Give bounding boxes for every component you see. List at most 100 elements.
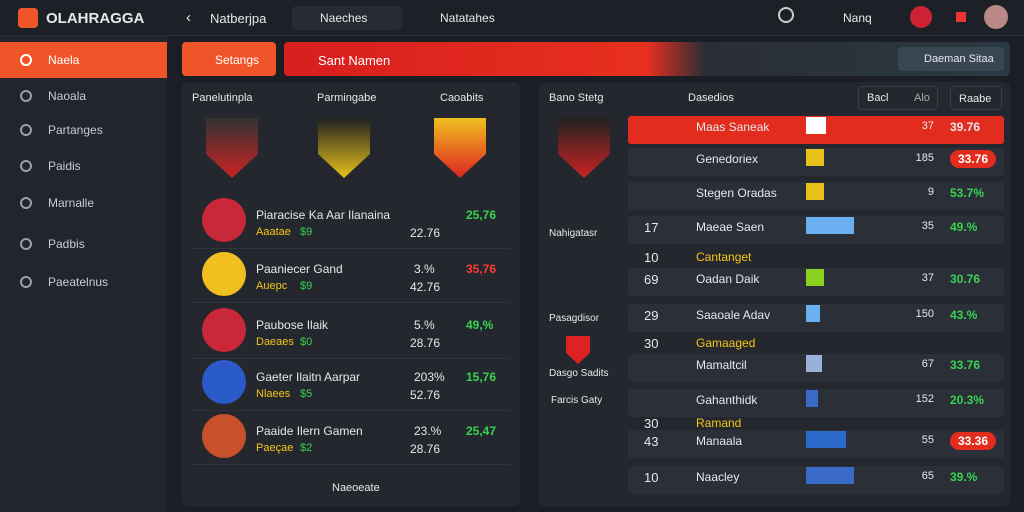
row-name: Manaala — [696, 434, 743, 448]
sidebar-item[interactable]: Naela — [0, 42, 167, 78]
sidebar-item[interactable]: Marnalle — [0, 185, 167, 221]
player-role: Nlaees — [256, 388, 291, 400]
row-name: Maas Saneak — [696, 120, 770, 134]
toggle-group[interactable] — [858, 86, 938, 110]
sidebar-item[interactable]: Padbis — [0, 226, 167, 262]
sidebar-icon — [20, 90, 32, 102]
row-count: 65 — [921, 470, 934, 482]
row-rank: 30 — [644, 336, 659, 351]
sidebar-item[interactable]: Paeatelnus — [0, 264, 167, 300]
row-rank: 29 — [644, 308, 659, 323]
group-label: Pasagdisor — [549, 313, 600, 324]
user-menu[interactable]: Nanq — [843, 11, 872, 25]
team-logo — [318, 118, 370, 178]
row-count: 67 — [921, 358, 934, 370]
row-count: 150 — [915, 308, 934, 320]
brand: OLAHRAGGA — [46, 10, 145, 27]
row-bar — [806, 305, 820, 322]
row-bar — [806, 217, 854, 234]
player-row-divider — [192, 302, 510, 303]
action-button[interactable] — [898, 47, 1004, 71]
sidebar-item[interactable]: Naoala — [0, 78, 167, 114]
row-name: Cantanget — [696, 250, 752, 264]
row-bar — [806, 149, 824, 166]
player-stat: 22.76 — [410, 226, 441, 240]
settings-button[interactable] — [182, 42, 276, 76]
row-name: Mamaltcil — [696, 358, 747, 372]
action-label: Daeman Sitaa — [924, 53, 994, 65]
row-bar — [806, 269, 824, 286]
column-header: Dasedios — [688, 92, 734, 104]
player-score: 15,76 — [466, 370, 497, 384]
sidebar-icon — [20, 238, 32, 250]
player-stat: 203% — [414, 370, 445, 384]
player-row-divider — [192, 410, 510, 411]
player-row-divider — [192, 464, 510, 465]
row-rank: 17 — [644, 220, 659, 235]
player-name: Paaniecer Gand — [256, 262, 343, 276]
row-pct: 39.76 — [950, 120, 981, 134]
dropdown-label: Naeches — [320, 11, 368, 25]
group-label: Dasgo Sadits — [549, 368, 609, 379]
back-button[interactable]: ‹ — [186, 9, 191, 26]
player-avatar — [202, 252, 246, 296]
sidebar-label: Padbis — [48, 237, 85, 251]
row-name: Saaoale Adav — [696, 308, 771, 322]
row-rank: 30 — [644, 416, 659, 431]
player-avatar — [202, 360, 246, 404]
player-role: Aaatae — [256, 226, 291, 238]
player-stat: 5.% — [414, 318, 435, 332]
player-stat: 23.% — [414, 424, 442, 438]
row-rank: 10 — [644, 470, 659, 485]
toggle[interactable]: Bacl — [867, 92, 889, 104]
row-bar — [806, 431, 846, 448]
nav-tab[interactable]: Natatahes — [440, 11, 495, 25]
player-stat: 3.% — [414, 262, 435, 276]
row-name: Maeae Saen — [696, 220, 765, 234]
row-name: Ramand — [696, 416, 742, 430]
row-count: 9 — [927, 186, 934, 198]
sidebar-item[interactable]: Partanges — [0, 112, 167, 148]
row-pct: 53.7% — [950, 186, 985, 200]
row-count: 37 — [921, 272, 934, 284]
column-header: Parmingabe — [317, 92, 377, 104]
toggle[interactable]: Alo — [914, 92, 930, 104]
sidebar-label: Partanges — [48, 123, 103, 137]
player-role: Auepc — [256, 280, 288, 292]
players-panel: Panelutinpla Parmingabe Caoabits Piaracise … — [182, 82, 520, 506]
player-name: Paaide Ilern Gamen — [256, 424, 363, 438]
sidebar-icon — [20, 276, 32, 288]
notification[interactable] — [910, 6, 932, 28]
row-pct: 33.76 — [950, 150, 997, 168]
player-avatar — [202, 414, 246, 458]
player-stat: 42.76 — [410, 280, 441, 294]
filter[interactable]: Raabe — [950, 86, 1002, 110]
column-header: Bano Stetg — [549, 92, 604, 104]
search[interactable] — [778, 7, 794, 23]
panel-footer[interactable]: Naeoeate — [332, 482, 380, 494]
row-bar — [806, 390, 818, 407]
sidebar-item[interactable]: Paidis — [0, 148, 167, 184]
sidebar-label: Paidis — [48, 159, 81, 173]
group-logo — [566, 336, 590, 364]
row-name: Naacley — [696, 470, 740, 484]
row-count: 35 — [921, 220, 934, 232]
avatar[interactable] — [984, 5, 1008, 29]
banner — [284, 42, 1010, 76]
row-pct: 49.% — [950, 220, 978, 234]
dropdown[interactable] — [292, 6, 402, 30]
row-rank: 69 — [644, 272, 659, 287]
header: OLAHRAGGA ‹ Natberjpa Naeches Natatahes … — [0, 0, 1024, 36]
row-rank: 10 — [644, 250, 659, 265]
player-price: $9 — [300, 226, 313, 238]
row-pct: 33.76 — [950, 358, 981, 372]
row-pct: 43.% — [950, 308, 978, 322]
player-stat: 28.76 — [410, 442, 441, 456]
sidebar-icon — [20, 54, 32, 66]
row-name: Gamaaged — [696, 336, 756, 350]
standings-panel: Bano Stetg Dasedios Bacl Alo Raabe Nahigatasr… — [538, 82, 1010, 506]
player-score: 35,76 — [466, 262, 497, 276]
sidebar: Naela Naoala Partanges Paidis Marnalle Padbis… — [0, 36, 167, 512]
player-stat: 28.76 — [410, 336, 441, 350]
